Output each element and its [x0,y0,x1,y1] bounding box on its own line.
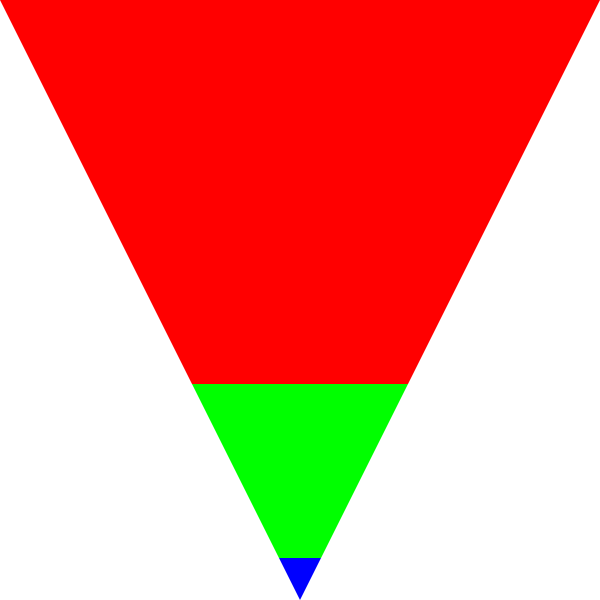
funnel-band-middle [192,384,408,558]
funnel-band-bottom [279,558,321,600]
funnel-band-top [0,0,600,384]
